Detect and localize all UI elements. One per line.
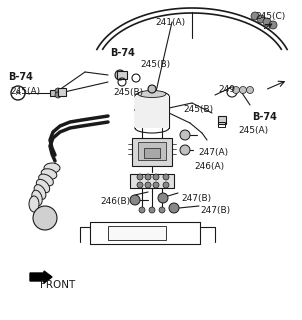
Circle shape xyxy=(163,182,169,188)
Bar xyxy=(117,71,127,79)
Bar xyxy=(144,148,160,158)
Text: 245(A): 245(A) xyxy=(238,126,268,135)
Bar xyxy=(218,116,226,124)
Circle shape xyxy=(269,21,277,29)
Bar xyxy=(138,142,166,160)
Circle shape xyxy=(55,92,61,98)
Circle shape xyxy=(180,145,190,155)
Text: 249: 249 xyxy=(218,85,235,94)
Circle shape xyxy=(130,195,140,205)
Text: 245(B): 245(B) xyxy=(113,88,143,97)
Circle shape xyxy=(33,206,57,230)
Circle shape xyxy=(257,15,265,23)
Circle shape xyxy=(159,207,165,213)
Ellipse shape xyxy=(44,163,60,173)
Circle shape xyxy=(251,12,259,20)
Text: B-74: B-74 xyxy=(110,48,135,58)
Text: FRONT: FRONT xyxy=(40,280,75,290)
Circle shape xyxy=(163,174,169,180)
Ellipse shape xyxy=(29,196,39,212)
Text: A: A xyxy=(16,90,20,96)
Text: 245(C): 245(C) xyxy=(255,12,285,21)
Circle shape xyxy=(239,86,246,93)
Text: 247(B): 247(B) xyxy=(200,206,230,215)
Circle shape xyxy=(149,207,155,213)
Text: B-74: B-74 xyxy=(252,112,277,122)
Bar xyxy=(218,122,225,127)
Circle shape xyxy=(153,182,159,188)
Circle shape xyxy=(246,86,253,93)
Ellipse shape xyxy=(32,190,42,206)
Text: 245(B): 245(B) xyxy=(183,105,213,114)
Bar xyxy=(50,90,57,96)
Bar xyxy=(135,96,169,128)
Circle shape xyxy=(115,70,125,80)
Text: 247(A): 247(A) xyxy=(198,148,228,157)
Circle shape xyxy=(137,174,143,180)
Text: 241(A): 241(A) xyxy=(155,18,185,27)
Ellipse shape xyxy=(135,106,169,115)
Ellipse shape xyxy=(41,169,57,179)
Text: B-74: B-74 xyxy=(8,72,33,82)
Circle shape xyxy=(137,182,143,188)
Bar xyxy=(58,88,66,96)
Bar xyxy=(132,138,172,166)
Text: 245(A): 245(A) xyxy=(10,87,40,96)
Circle shape xyxy=(169,203,179,213)
Ellipse shape xyxy=(34,185,46,199)
Circle shape xyxy=(180,130,190,140)
Circle shape xyxy=(55,88,61,94)
Circle shape xyxy=(148,85,156,93)
FancyArrow shape xyxy=(30,271,52,283)
Ellipse shape xyxy=(39,174,53,186)
Circle shape xyxy=(263,18,271,26)
Circle shape xyxy=(158,193,168,203)
Bar xyxy=(130,174,174,188)
Text: 246(A): 246(A) xyxy=(194,162,224,171)
Bar xyxy=(108,226,166,240)
Circle shape xyxy=(145,182,151,188)
Ellipse shape xyxy=(138,91,166,98)
Circle shape xyxy=(139,207,145,213)
Text: 246(B): 246(B) xyxy=(100,197,130,206)
Text: 245(B): 245(B) xyxy=(140,60,170,69)
Circle shape xyxy=(233,86,239,93)
Ellipse shape xyxy=(36,179,50,193)
Circle shape xyxy=(153,174,159,180)
Circle shape xyxy=(145,174,151,180)
Text: 247(B): 247(B) xyxy=(181,194,211,203)
